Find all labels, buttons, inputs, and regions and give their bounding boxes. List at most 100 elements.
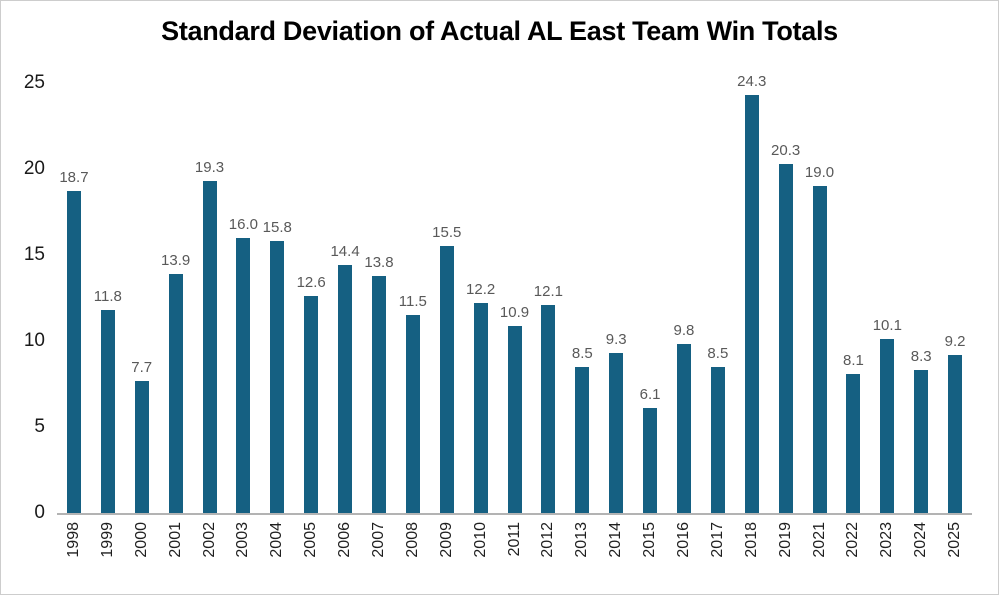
x-axis-label: 2023 — [878, 522, 896, 558]
bar — [609, 353, 624, 513]
bar-column: 16.0 — [226, 83, 260, 513]
bar-value-label: 8.3 — [910, 348, 932, 366]
x-axis-label-cell: 2001 — [159, 522, 193, 590]
bar — [507, 325, 522, 513]
bar-column: 14.4 — [328, 83, 362, 513]
x-axis-label-cell: 2017 — [701, 522, 735, 590]
x-axis-label-cell: 2024 — [904, 522, 938, 590]
bar-column: 20.3 — [769, 83, 803, 513]
bar — [812, 186, 827, 513]
y-axis: 0 5 10 15 20 25 — [11, 73, 57, 523]
x-axis-label-cell: 2010 — [464, 522, 498, 590]
bar-column: 8.3 — [904, 83, 938, 513]
bar-column: 9.3 — [599, 83, 633, 513]
y-axis-tick-label: 25 — [23, 72, 45, 93]
bar — [66, 191, 81, 513]
x-axis-label: 2013 — [573, 522, 591, 558]
bar — [100, 310, 115, 513]
bar-column: 12.1 — [531, 83, 565, 513]
chart-title: Standard Deviation of Actual AL East Tea… — [161, 16, 838, 46]
bar-value-label: 12.2 — [466, 281, 496, 299]
y-axis-tick-label: 5 — [34, 416, 45, 437]
x-axis-label: 2012 — [539, 522, 557, 558]
x-axis-label-cell: 2012 — [531, 522, 565, 590]
chart-area: 0 5 10 15 20 25 18.7 11.8 7.7 13.9 19.3 16.0 15.8 12… — [11, 73, 972, 590]
x-axis-label: 2014 — [607, 522, 625, 558]
x-axis-label-cell: 2000 — [125, 522, 159, 590]
x-axis-label-cell: 2022 — [836, 522, 870, 590]
bar-value-label: 10.9 — [499, 303, 530, 321]
bar-column: 10.9 — [498, 83, 532, 513]
bar-value-label: 6.1 — [639, 386, 661, 404]
bar-value-label: 9.2 — [944, 332, 966, 350]
bar-value-label: 15.8 — [262, 219, 292, 237]
bar-value-label: 8.1 — [842, 351, 864, 369]
bar-column: 12.6 — [294, 83, 328, 513]
x-axis-label: 2000 — [132, 522, 150, 558]
x-axis-label: 2004 — [268, 522, 286, 558]
bar-column: 15.5 — [430, 83, 464, 513]
x-axis-label-cell: 2003 — [226, 522, 260, 590]
bar — [575, 366, 590, 513]
x-axis-label: 1999 — [98, 522, 116, 558]
x-axis-label-cell: 2021 — [803, 522, 837, 590]
bar-column: 15.8 — [260, 83, 294, 513]
x-axis-label: 2025 — [946, 522, 964, 558]
x-axis-label: 2024 — [912, 522, 930, 558]
bar-value-label: 19.3 — [194, 159, 225, 177]
bar-value-label: 10.1 — [872, 317, 902, 335]
x-axis-label: 2005 — [302, 522, 320, 558]
bar-value-label: 12.1 — [533, 282, 564, 300]
x-axis-label: 2011 — [505, 522, 523, 557]
bar-value-label: 11.5 — [398, 293, 427, 311]
bar — [405, 315, 420, 513]
bar — [439, 246, 454, 513]
x-axis-label-cell: 2018 — [735, 522, 769, 590]
bar-column: 9.2 — [938, 83, 972, 513]
bar — [914, 370, 929, 513]
bar-column: 24.3 — [735, 73, 769, 513]
bar-column: 19.3 — [193, 83, 227, 513]
bar-value-label: 7.7 — [131, 358, 153, 376]
bar-value-label: 13.9 — [161, 251, 191, 269]
x-axis-label: 2015 — [641, 522, 659, 558]
x-axis-label-cell: 2014 — [599, 522, 633, 590]
bar — [676, 344, 691, 513]
bar — [202, 181, 217, 513]
x-axis-label: 2016 — [674, 522, 692, 558]
bar-column: 6.1 — [633, 83, 667, 513]
x-axis-label: 2002 — [200, 522, 218, 558]
x-axis-label-cell: 2025 — [938, 522, 972, 590]
x-axis-label: 2022 — [844, 522, 862, 558]
x-axis-label: 2010 — [471, 522, 489, 558]
plot-wrapper: 18.7 11.8 7.7 13.9 19.3 16.0 15.8 12.6 14.4 13.8 1… — [57, 73, 972, 590]
bar — [236, 237, 251, 513]
x-axis-label: 2008 — [403, 522, 421, 558]
bar-value-label: 9.3 — [605, 331, 627, 349]
x-axis-label-cell: 2002 — [193, 522, 227, 590]
x-axis-label-cell: 2015 — [633, 522, 667, 590]
x-axis-label: 1998 — [64, 522, 82, 558]
bar — [134, 380, 149, 513]
y-axis-tick-label: 20 — [23, 158, 45, 179]
bar-column: 13.8 — [362, 83, 396, 513]
bar — [168, 273, 183, 513]
bar — [744, 95, 759, 513]
bar-column: 10.1 — [870, 83, 904, 513]
bar — [371, 275, 386, 513]
bar-value-label: 19.0 — [804, 164, 835, 182]
x-axis-label: 2003 — [234, 522, 252, 558]
bar-value-label: 20.3 — [771, 141, 801, 159]
bar — [541, 304, 556, 513]
x-axis-label-cell: 2006 — [328, 522, 362, 590]
bar-column: 9.8 — [667, 83, 701, 513]
bar — [473, 303, 488, 513]
x-axis-label: 2019 — [776, 522, 794, 558]
x-axis-label-cell: 2009 — [430, 522, 464, 590]
x-axis-label: 2006 — [336, 522, 354, 558]
y-axis-tick-label: 15 — [23, 244, 45, 265]
bar-value-label: 24.3 — [737, 73, 767, 91]
y-axis-tick-label: 10 — [23, 330, 45, 351]
x-axis-label-cell: 2023 — [870, 522, 904, 590]
